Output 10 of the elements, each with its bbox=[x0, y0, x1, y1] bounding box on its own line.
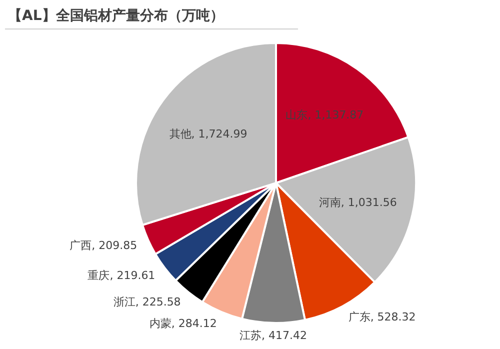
slice-label: 重庆, 219.61 bbox=[88, 269, 156, 282]
slice-label: 广西, 209.85 bbox=[70, 238, 138, 252]
slice-label: 山东, 1,137.87 bbox=[286, 108, 364, 122]
slice-label: 河南, 1,031.56 bbox=[318, 196, 397, 209]
slice-label: 广东, 528.32 bbox=[348, 310, 416, 324]
slice-label: 内蒙, 284.12 bbox=[149, 317, 217, 330]
slice-label: 江苏, 417.42 bbox=[239, 328, 307, 342]
chart-title: 【AL】全国铝材产量分布（万吨） bbox=[8, 7, 224, 24]
slice-label: 其他, 1,724.99 bbox=[169, 127, 248, 140]
slice-label: 浙江, 225.58 bbox=[113, 296, 181, 309]
